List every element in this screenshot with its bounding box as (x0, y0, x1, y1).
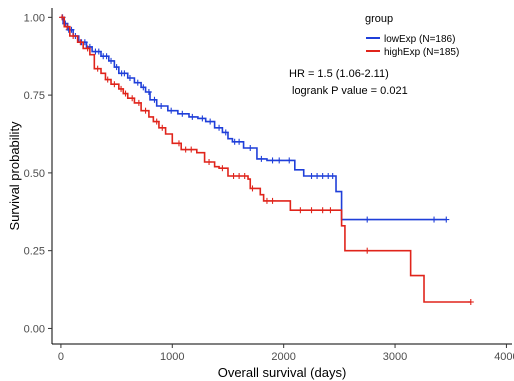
survival-curve-highexp (60, 16, 471, 303)
censor-mark-lowexp (236, 138, 243, 145)
censor-mark-lowexp (103, 53, 110, 60)
censor-mark-lowexp (126, 75, 133, 81)
censor-mark-lowexp (319, 173, 326, 179)
censor-mark-lowexp (258, 155, 265, 162)
y-tick-label: 0.50 (24, 168, 45, 180)
censor-mark-highexp (319, 207, 326, 214)
censor-mark-highexp (241, 173, 248, 179)
censor-mark-highexp (269, 197, 276, 204)
censor-mark-lowexp (145, 89, 152, 95)
censor-mark-highexp (77, 39, 84, 46)
censor-mark-highexp (111, 81, 118, 88)
censor-mark-lowexp (364, 216, 371, 223)
y-axis-ticks: 0.00 0.25 0.50 0.75 1.00 (24, 12, 52, 335)
censor-mark-highexp (142, 107, 149, 114)
censor-mark-lowexp (314, 173, 321, 179)
censor-mark-highexp (129, 95, 136, 102)
censor-mark-highexp (188, 146, 195, 153)
censor-mark-lowexp (121, 70, 128, 77)
y-tick-label: 1.00 (24, 12, 45, 24)
censor-mark-lowexp (222, 129, 229, 136)
censor-mark-highexp (104, 76, 111, 83)
x-tick-label: 2000 (271, 351, 295, 363)
censor-mark-lowexp (189, 113, 196, 120)
series-layer (59, 14, 474, 305)
censor-mark-highexp (364, 247, 371, 254)
censor-mark-highexp (64, 23, 71, 30)
censor-mark-highexp (135, 99, 142, 106)
censor-mark-highexp (308, 207, 315, 214)
censor-mark-lowexp (113, 64, 120, 71)
x-tick-label: 1000 (160, 351, 184, 363)
legend-title: group (365, 13, 393, 25)
censor-mark-highexp (84, 45, 91, 52)
censor-mark-highexp (175, 140, 182, 147)
censor-mark-lowexp (247, 145, 254, 151)
censor-mark-lowexp (179, 110, 186, 117)
censor-mark-highexp (122, 90, 129, 97)
censor-mark-highexp (153, 118, 160, 125)
censor-mark-lowexp (95, 48, 102, 55)
censor-mark-lowexp (286, 157, 293, 164)
legend-label-highexp: highExp (N=185) (384, 47, 459, 58)
logrank-p-annotation: logrank P value = 0.021 (292, 85, 408, 97)
censor-mark-highexp (297, 207, 304, 214)
censor-mark-lowexp (443, 216, 450, 223)
censor-mark-highexp (327, 207, 334, 214)
x-tick-label: 0 (58, 351, 64, 363)
censor-mark-highexp (182, 146, 189, 153)
censor-mark-highexp (263, 197, 270, 204)
legend-label-lowexp: lowExp (N=186) (384, 34, 455, 45)
hazard-ratio-annotation: HR = 1.5 (1.06-2.11) (289, 68, 389, 80)
y-tick-label: 0.25 (24, 246, 45, 258)
censor-mark-highexp (159, 124, 166, 131)
x-axis-ticks: 0 1000 2000 3000 4000 (58, 344, 514, 363)
censor-mark-lowexp (108, 57, 115, 64)
censor-mark-lowexp (168, 107, 175, 114)
legend-item-highexp: highExp (N=185) (366, 47, 459, 58)
censor-mark-lowexp (158, 103, 165, 109)
censor-mark-lowexp (134, 79, 141, 86)
censor-mark-lowexp (151, 96, 158, 103)
legend-item-lowexp: lowExp (N=186) (366, 34, 455, 45)
censor-mark-lowexp (269, 157, 276, 164)
censor-mark-lowexp (276, 157, 283, 164)
x-axis-title: Overall survival (days) (218, 365, 347, 380)
censor-mark-highexp (467, 299, 474, 305)
censor-mark-lowexp (431, 216, 438, 223)
censor-mark-lowexp (216, 124, 223, 131)
y-tick-label: 0.75 (24, 90, 45, 102)
y-axis-title: Survival probability (7, 121, 22, 231)
censor-mark-highexp (219, 165, 226, 172)
x-tick-label: 3000 (383, 351, 407, 363)
censor-mark-highexp (94, 65, 101, 72)
censor-mark-highexp (118, 85, 125, 92)
censor-mark-lowexp (140, 84, 147, 91)
series-highexp (59, 14, 474, 305)
censor-mark-highexp (236, 173, 243, 179)
censor-mark-highexp (59, 14, 66, 21)
censor-mark-lowexp (329, 173, 336, 179)
legend: group lowExp (N=186) highExp (N=185) (365, 13, 459, 58)
censor-mark-lowexp (199, 115, 206, 122)
censor-mark-highexp (249, 185, 256, 192)
censor-mark-highexp (70, 33, 77, 39)
censor-mark-highexp (230, 173, 237, 179)
x-tick-label: 4000 (494, 351, 514, 363)
censor-mark-lowexp (207, 118, 214, 125)
censor-mark-lowexp (62, 20, 69, 27)
censor-mark-lowexp (308, 173, 315, 179)
y-tick-label: 0.00 (24, 323, 45, 335)
censor-mark-highexp (206, 159, 213, 165)
